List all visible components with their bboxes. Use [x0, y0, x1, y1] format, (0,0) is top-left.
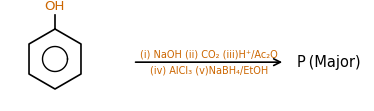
Text: (iv) AlCl₃ (v)NaBH₄/EtOH: (iv) AlCl₃ (v)NaBH₄/EtOH	[150, 65, 268, 75]
Text: OH: OH	[44, 0, 64, 13]
Text: (i) NaOH (ii) CO₂ (iii)H⁺/Ac₂O: (i) NaOH (ii) CO₂ (iii)H⁺/Ac₂O	[140, 49, 278, 59]
Text: P (Major): P (Major)	[297, 55, 361, 70]
